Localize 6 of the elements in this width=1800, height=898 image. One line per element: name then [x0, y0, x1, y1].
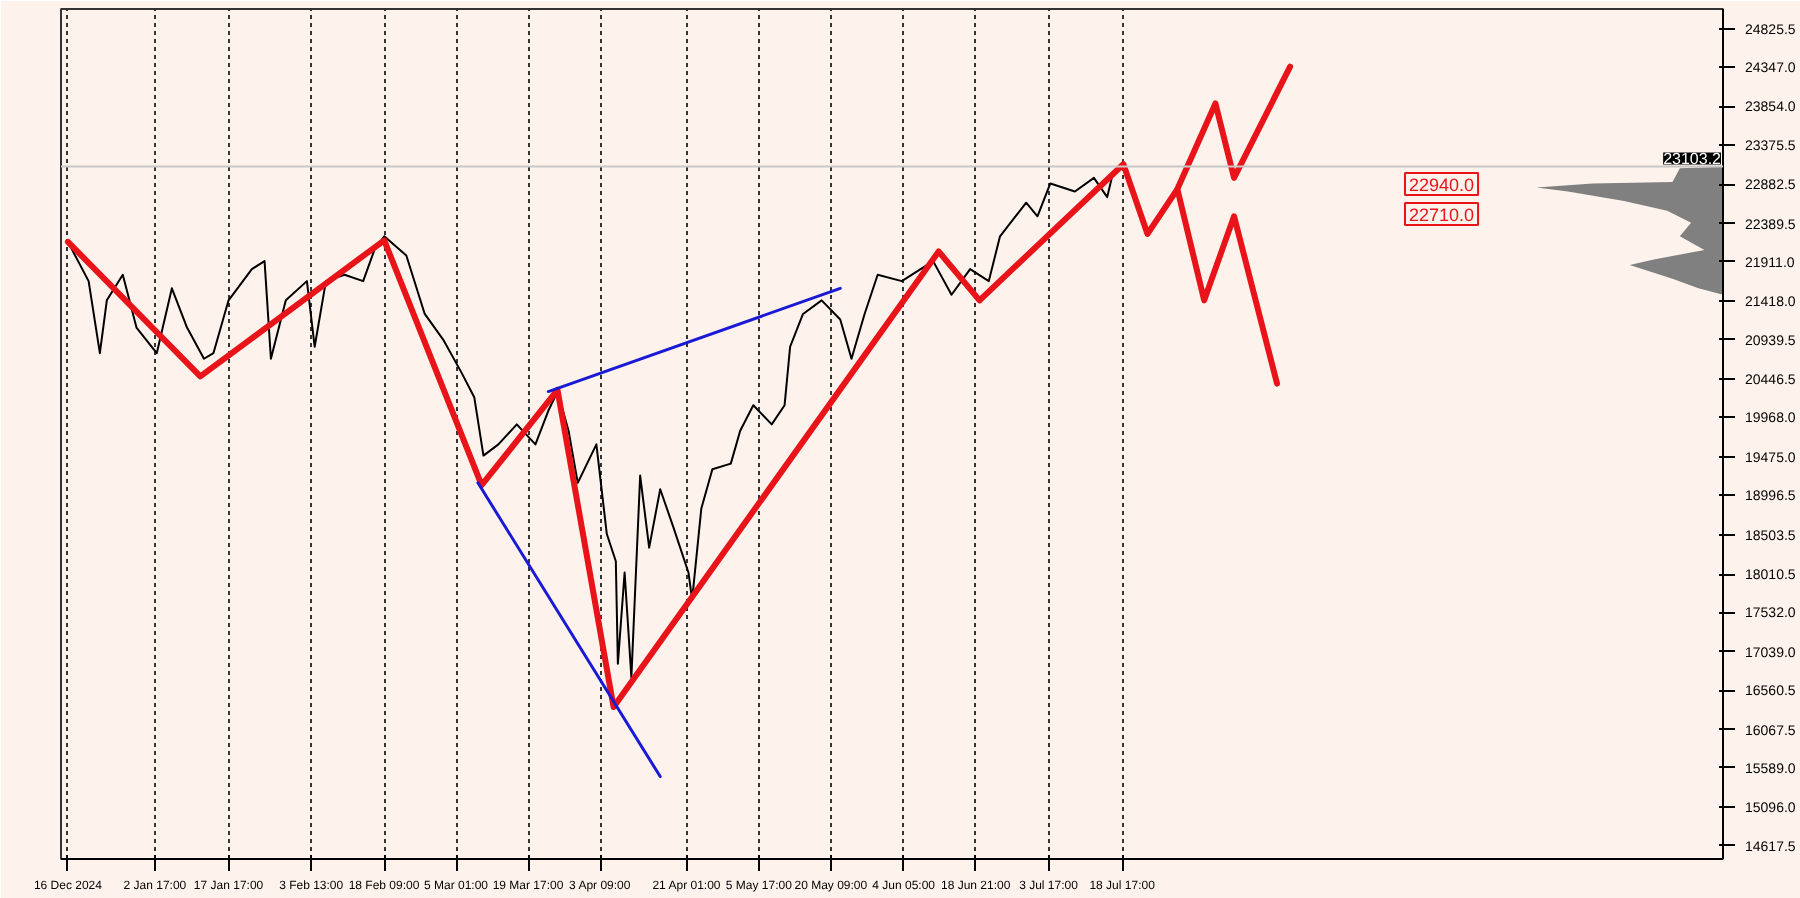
ref-line-label: 23103.2 — [1663, 150, 1723, 169]
line-series — [1174, 186, 1281, 387]
line-series — [64, 63, 1294, 710]
annotation: 22940.0 — [1409, 175, 1475, 195]
annotation: 22710.0 — [1409, 205, 1475, 225]
line-series — [66, 172, 1114, 679]
